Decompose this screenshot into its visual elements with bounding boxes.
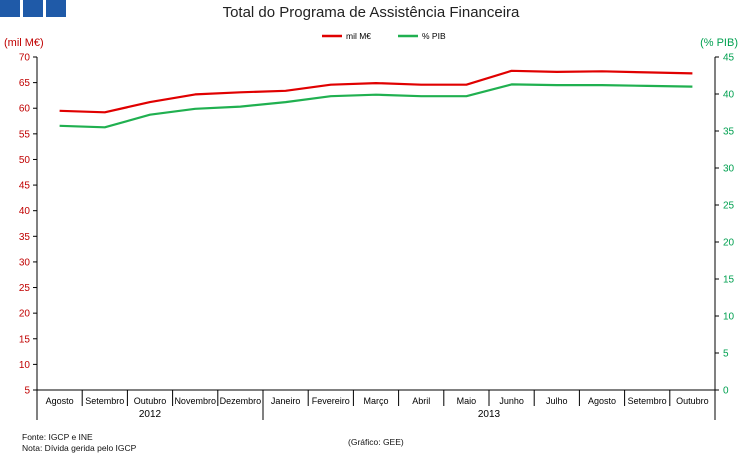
right-tick-label: 15	[723, 275, 735, 286]
left-tick-label: 45	[19, 181, 31, 192]
logo-block	[46, 0, 66, 17]
source-note: Fonte: IGCP e INE	[22, 432, 93, 442]
left-axis-label: (mil M€)	[4, 37, 44, 49]
left-tick-label: 5	[24, 386, 30, 397]
right-tick-label: 40	[723, 90, 735, 101]
left-tick-label: 40	[19, 206, 31, 217]
x-tick-label: Julho	[546, 396, 568, 406]
legend-label: % PIB	[422, 31, 446, 41]
x-tick-label: Maio	[457, 396, 477, 406]
chart-title: Total do Programa de Assistência Finance…	[222, 4, 520, 21]
year-label: 2013	[478, 409, 501, 420]
left-tick-label: 65	[19, 78, 31, 89]
left-tick-label: 70	[19, 53, 31, 64]
series-line-mil-meur	[59, 69, 693, 114]
x-tick-label: Novembro	[174, 396, 216, 406]
left-tick-label: 30	[19, 257, 31, 268]
right-tick-label: 20	[723, 238, 735, 249]
x-tick-label: Outubro	[134, 396, 167, 406]
x-tick-label: Março	[363, 396, 388, 406]
x-tick-label: Junho	[499, 396, 524, 406]
left-tick-label: 20	[19, 309, 31, 320]
x-tick-label: Agosto	[46, 396, 74, 406]
right-tick-label: 5	[723, 349, 729, 360]
left-tick-label: 55	[19, 129, 31, 140]
right-tick-label: 45	[723, 53, 735, 64]
x-tick-label: Setembro	[628, 396, 667, 406]
logo-block	[23, 0, 43, 17]
x-tick-label: Abril	[412, 396, 430, 406]
right-axis-label: (% PIB)	[700, 37, 738, 49]
series-line-pct-pib	[59, 83, 693, 129]
right-tick-label: 0	[723, 386, 729, 397]
left-tick-label: 25	[19, 283, 31, 294]
logo	[0, 0, 66, 17]
x-tick-label: Agosto	[588, 396, 616, 406]
x-tick-label: Dezembro	[220, 396, 262, 406]
left-tick-label: 10	[19, 360, 31, 371]
right-tick-label: 30	[723, 164, 735, 175]
left-tick-label: 35	[19, 232, 31, 243]
right-tick-label: 25	[723, 201, 735, 212]
chart-credit: (Gráfico: GEE)	[348, 437, 404, 447]
logo-block	[0, 0, 20, 17]
left-tick-label: 60	[19, 104, 31, 115]
x-tick-label: Fevereiro	[312, 396, 350, 406]
left-tick-label: 15	[19, 334, 31, 345]
footnote: Nota: Dívida gerida pelo IGCP	[22, 443, 137, 453]
year-label: 2012	[139, 409, 162, 420]
legend-label: mil M€	[346, 31, 371, 41]
right-tick-label: 35	[723, 127, 735, 138]
left-tick-label: 50	[19, 155, 31, 166]
x-tick-label: Janeiro	[271, 396, 301, 406]
right-tick-label: 10	[723, 312, 735, 323]
x-tick-label: Outubro	[676, 396, 709, 406]
x-tick-label: Setembro	[85, 396, 124, 406]
